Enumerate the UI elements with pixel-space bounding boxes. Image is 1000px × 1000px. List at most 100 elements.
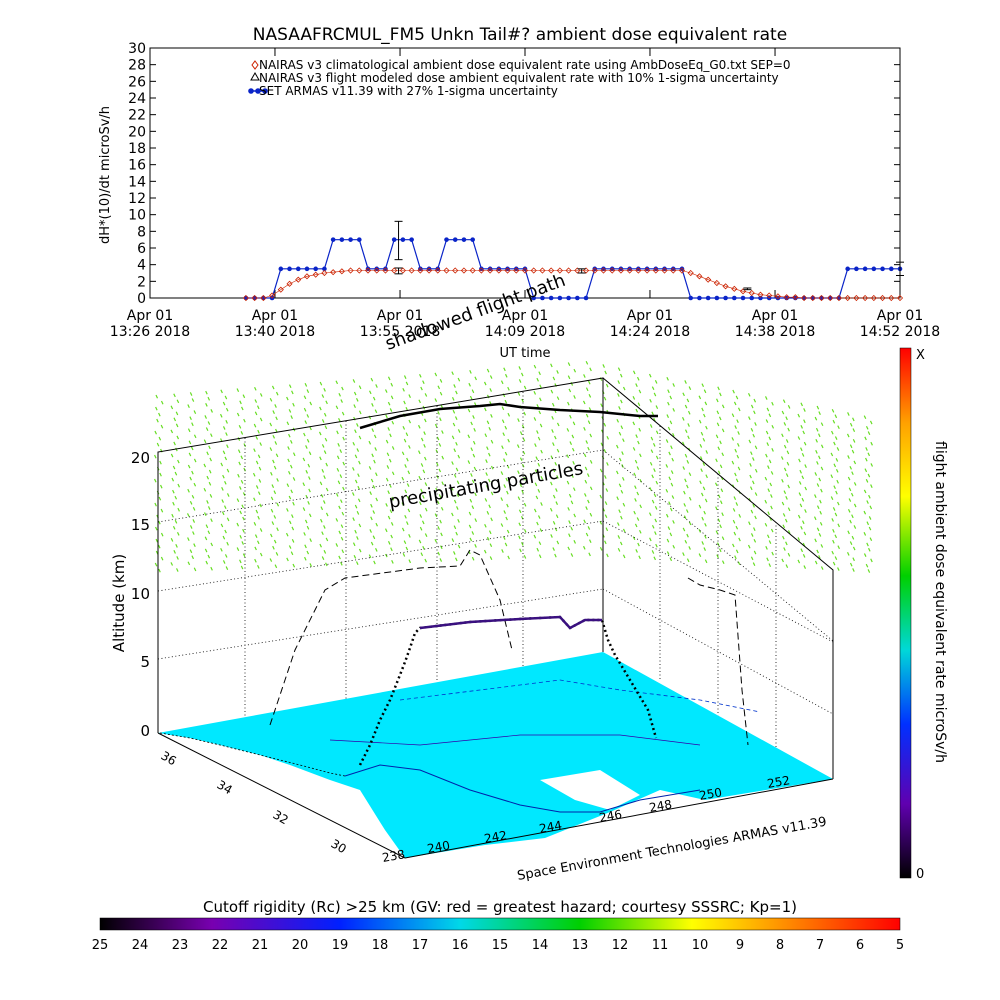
particle-mark	[617, 393, 620, 397]
particle-mark	[781, 478, 784, 483]
particle-mark	[437, 411, 440, 415]
rigidity-tick-label: 21	[252, 938, 269, 953]
particle-mark	[816, 549, 819, 554]
particle-mark	[738, 537, 741, 542]
particle-mark	[654, 518, 658, 523]
particle-mark	[468, 486, 471, 490]
particle-mark	[536, 547, 540, 552]
particle-mark	[309, 563, 313, 567]
particle-mark	[318, 431, 322, 436]
particle-mark	[732, 389, 735, 394]
particle-mark	[780, 456, 784, 460]
particle-mark	[519, 457, 523, 462]
particle-mark	[539, 423, 543, 428]
particle-mark	[324, 437, 328, 442]
z-tick: 10	[131, 585, 150, 603]
x-tick-label: Apr 01	[877, 308, 923, 324]
particle-mark	[767, 465, 770, 470]
particle-mark	[420, 552, 424, 557]
particle-mark	[639, 453, 642, 458]
particle-mark	[517, 496, 521, 501]
particle-mark	[502, 432, 505, 437]
particle-mark	[820, 488, 823, 493]
data-point	[758, 295, 763, 301]
particle-mark	[203, 487, 207, 492]
flight-path-top-shadow	[359, 402, 658, 430]
particle-mark	[471, 479, 475, 484]
x-tick-label: Apr 01	[377, 308, 423, 324]
particle-mark	[750, 533, 754, 537]
y-tick-label: 6	[137, 241, 146, 257]
particle-mark	[372, 510, 376, 514]
rigidity-tick-label: 13	[572, 938, 589, 953]
particle-mark	[189, 549, 193, 554]
particle-mark	[768, 540, 772, 544]
particle-mark	[570, 500, 574, 505]
particle-mark	[352, 542, 356, 547]
particle-mark	[177, 483, 181, 488]
particle-mark	[747, 392, 751, 397]
particle-mark	[237, 473, 240, 478]
data-point	[732, 295, 737, 301]
particle-mark	[768, 563, 772, 567]
particle-mark	[820, 422, 824, 427]
particle-mark	[784, 518, 788, 523]
particle-mark	[523, 411, 526, 416]
particle-mark	[705, 450, 709, 454]
particle-mark	[539, 528, 543, 532]
data-point	[582, 267, 590, 274]
particle-mark	[701, 516, 704, 521]
particle-mark	[653, 556, 657, 561]
particle-mark	[819, 499, 822, 504]
particle-mark	[424, 558, 427, 563]
particle-mark	[275, 391, 279, 396]
particle-mark	[517, 392, 521, 396]
particle-mark	[303, 395, 307, 400]
z-tick: 5	[140, 653, 150, 671]
particle-mark	[386, 465, 390, 469]
particle-mark	[473, 428, 476, 432]
x-tick-label: Apr 01	[252, 308, 298, 324]
particle-mark	[721, 536, 725, 541]
particle-mark	[569, 441, 573, 445]
particle-mark	[441, 430, 444, 434]
particle-mark	[375, 522, 378, 527]
particle-mark	[868, 494, 871, 499]
particle-mark	[504, 373, 508, 378]
particle-mark	[569, 467, 572, 472]
particle-mark	[754, 445, 758, 450]
particle-mark	[485, 459, 488, 463]
particle-mark	[226, 444, 229, 449]
particle-mark	[750, 404, 754, 409]
data-point	[748, 289, 755, 297]
particle-mark	[567, 546, 571, 551]
particle-mark	[863, 415, 867, 420]
particle-mark	[817, 433, 821, 438]
particle-mark	[735, 395, 739, 400]
particle-mark	[865, 563, 869, 568]
particle-mark	[457, 377, 461, 382]
particle-mark	[702, 486, 706, 491]
particle-mark	[158, 412, 161, 417]
particle-mark	[405, 432, 409, 437]
particle-mark	[373, 560, 376, 565]
particle-mark	[325, 562, 328, 567]
particle-mark	[259, 503, 262, 508]
particle-mark	[208, 469, 212, 474]
particle-mark	[602, 364, 605, 368]
particle-mark	[472, 415, 475, 419]
particle-mark	[669, 532, 673, 537]
particle-mark	[356, 536, 359, 540]
particle-mark	[636, 376, 640, 381]
particle-mark	[436, 474, 439, 479]
particle-mark	[765, 430, 769, 435]
particle-mark	[671, 457, 674, 462]
particle-mark	[286, 421, 290, 426]
particle-mark	[556, 448, 560, 453]
particle-mark	[556, 370, 559, 374]
particle-mark	[749, 463, 752, 467]
particle-mark	[474, 376, 477, 381]
particle-mark	[375, 548, 378, 552]
particle-mark	[686, 533, 689, 538]
